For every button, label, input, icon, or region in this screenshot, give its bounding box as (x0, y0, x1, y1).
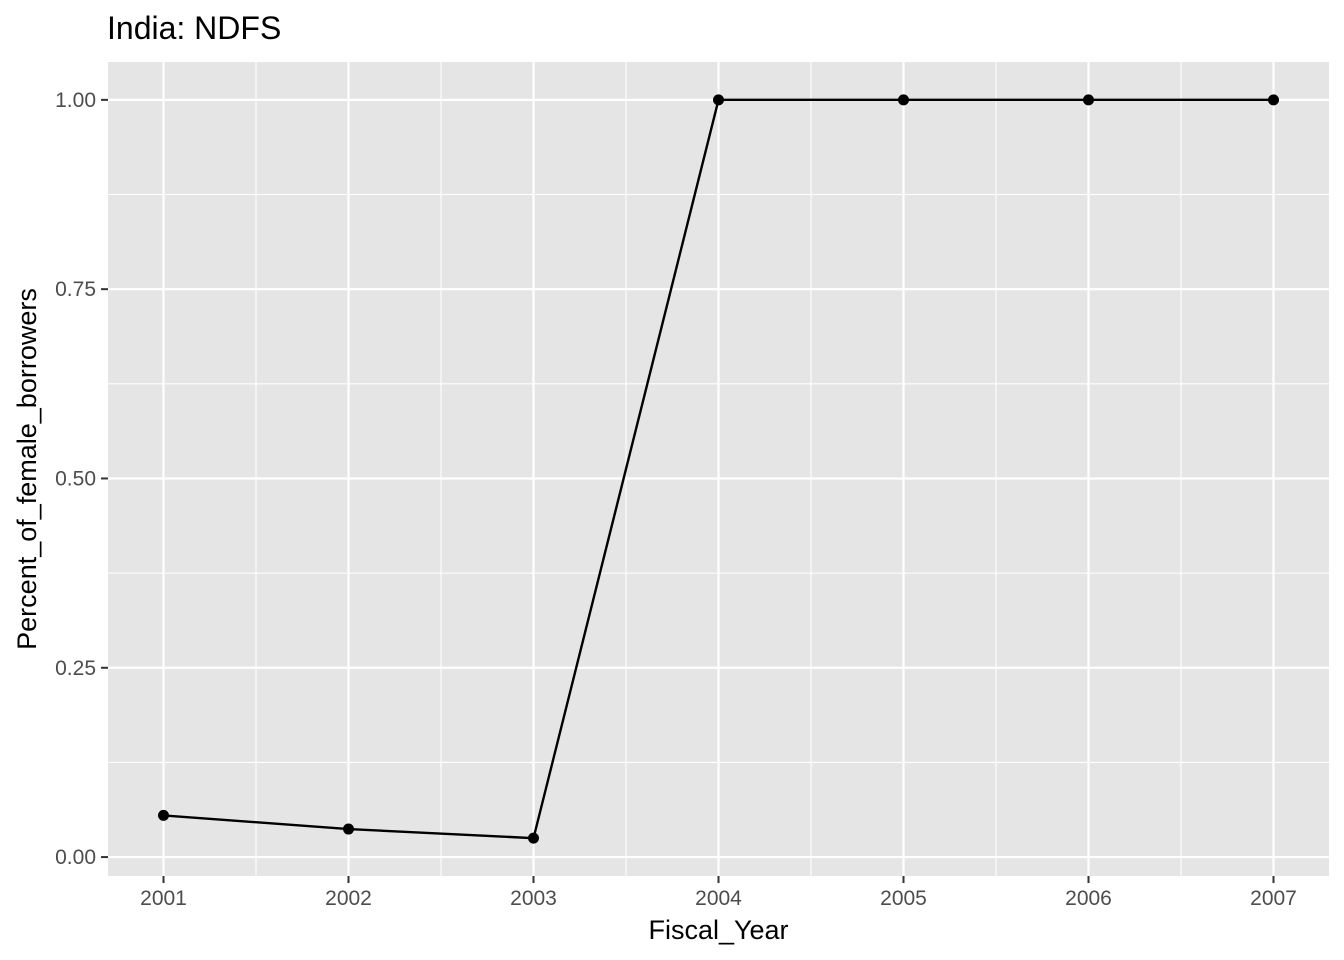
data-point (343, 823, 354, 835)
y-tick-label: 0.50 (55, 467, 96, 490)
y-axis-tick-labels: 0.00 0.25 0.50 0.75 1.00 (55, 89, 96, 869)
y-tick-label: 0.75 (55, 278, 96, 301)
x-tick-label: 2007 (1250, 887, 1297, 910)
axis-ticks (101, 98, 1275, 883)
data-point (713, 94, 724, 106)
y-tick-label: 0.25 (55, 657, 96, 680)
data-point (1083, 94, 1094, 106)
x-tick-label: 2005 (880, 887, 927, 910)
x-tick-label: 2003 (510, 887, 557, 910)
y-tick-label: 0.00 (55, 846, 96, 869)
y-tick-label: 1.00 (55, 89, 96, 112)
data-point (158, 809, 169, 821)
y-axis-title: Percent_of_female_borrowers (12, 288, 42, 650)
x-tick-label: 2006 (1065, 887, 1112, 910)
data-point (528, 832, 539, 844)
x-axis-tick-labels: 2001 2002 2003 2004 2005 2006 2007 (140, 887, 1297, 910)
x-tick-label: 2004 (695, 887, 742, 910)
x-tick-label: 2002 (325, 887, 372, 910)
x-axis-title: Fiscal_Year (648, 915, 788, 945)
data-point (898, 94, 909, 106)
series-layer (158, 94, 1279, 844)
chart-title: India: NDFS (107, 10, 281, 46)
x-tick-label: 2001 (140, 887, 187, 910)
data-point (1268, 94, 1279, 106)
